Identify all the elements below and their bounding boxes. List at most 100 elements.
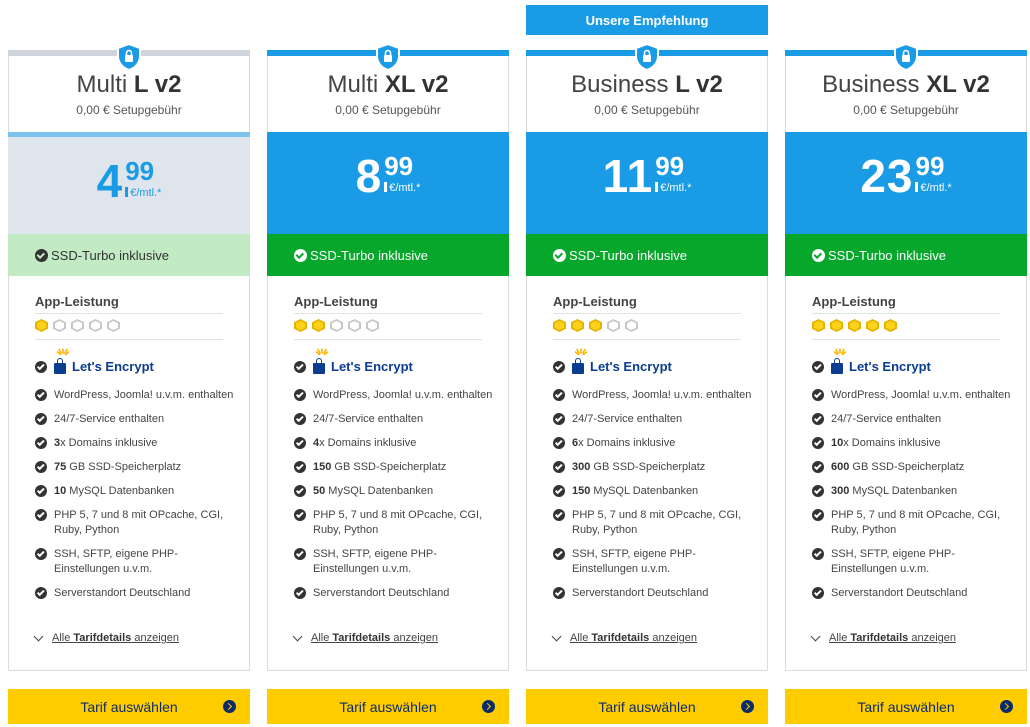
feature-text: 24/7-Service enthalten: [831, 413, 942, 425]
feature-domains: 6x Domains inklusive: [553, 436, 757, 451]
rating-hex-icon: [866, 319, 879, 332]
feature-text: SSH, SFTP, eigene PHP-Einstellungen u.v.…: [54, 548, 178, 575]
shield-lock-icon: [894, 43, 918, 71]
details-link-text: Alle Tarifdetails anzeigen: [570, 632, 697, 644]
feature-text: PHP 5, 7 und 8 mit OPcache, CGI, Ruby, P…: [572, 509, 742, 536]
plan-card-2: Business L v2 0,00 € Setupgebühr 11 99 €…: [526, 43, 768, 671]
check-circle-icon: [553, 361, 565, 373]
plan-card-3: Business XL v2 0,00 € Setupgebühr 23 99 …: [785, 43, 1027, 671]
show-plan-details-link[interactable]: Alle Tarifdetails anzeigen: [33, 631, 179, 644]
feature-text: Serverstandort Deutschland: [313, 587, 450, 599]
check-circle-icon: [294, 509, 306, 521]
show-plan-details-link[interactable]: Alle Tarifdetails anzeigen: [551, 631, 697, 644]
select-plan-button-3[interactable]: Tarif auswählen: [785, 689, 1027, 724]
check-circle-icon: [812, 413, 824, 425]
app-performance-rating: [35, 319, 120, 332]
check-circle-icon: [812, 485, 824, 497]
feature-list: Let's Encrypt WordPress, Joomla! u.v.m. …: [35, 348, 239, 601]
app-performance-label: App-Leistung: [553, 294, 637, 309]
ssd-turbo-banner: SSD-Turbo inklusive: [526, 234, 768, 276]
select-plan-button-1[interactable]: Tarif auswählen: [267, 689, 509, 724]
check-circle-icon: [553, 587, 565, 599]
rating-hex-icon: [35, 319, 48, 332]
check-circle-icon: [812, 248, 825, 262]
feature-wordpress: WordPress, Joomla! u.v.m. enthalten: [35, 388, 239, 403]
rating-hex-icon: [348, 319, 361, 332]
feature-php: PHP 5, 7 und 8 mit OPcache, CGI, Ruby, P…: [553, 508, 757, 538]
select-button-label: Tarif auswählen: [857, 698, 955, 715]
check-circle-icon: [35, 509, 47, 521]
feature-domains: 3x Domains inklusive: [35, 436, 239, 451]
chevron-down-icon: [292, 631, 303, 642]
feature-service: 24/7-Service enthalten: [553, 412, 757, 427]
setup-fee: 0,00 € Setupgebühr: [76, 103, 182, 117]
check-circle-icon: [294, 437, 306, 449]
check-circle-icon: [35, 413, 47, 425]
plan-name: Multi: [327, 71, 379, 98]
details-link-text: Alle Tarifdetails anzeigen: [52, 632, 179, 644]
lets-encrypt-logo: Let's Encrypt: [572, 348, 672, 376]
plan-size: XL v2: [926, 71, 990, 98]
feature-service: 24/7-Service enthalten: [294, 412, 498, 427]
check-circle-icon: [294, 485, 306, 497]
shield-lock-icon: [635, 43, 659, 71]
check-circle-icon: [812, 587, 824, 599]
ssd-label: SSD-Turbo inklusive: [828, 247, 947, 263]
check-circle-icon: [294, 548, 306, 560]
feature-text: 24/7-Service enthalten: [572, 413, 683, 425]
feature-databases: 150 MySQL Datenbanken: [553, 484, 757, 499]
feature-location: Serverstandort Deutschland: [294, 586, 498, 601]
check-circle-icon: [553, 389, 565, 401]
plan-name: Business: [571, 71, 669, 98]
check-circle-icon: [294, 587, 306, 599]
setup-fee: 0,00 € Setupgebühr: [853, 103, 959, 117]
database-count: 150: [572, 485, 591, 497]
price-cent: 99: [915, 151, 945, 181]
storage-amount: 300: [572, 461, 591, 473]
feature-text: 24/7-Service enthalten: [54, 413, 165, 425]
select-button-label: Tarif auswählen: [598, 698, 696, 715]
price-euro: 4: [96, 155, 124, 207]
divider: [553, 339, 741, 340]
feature-text: x Domains inklusive: [60, 437, 158, 449]
select-plan-button-0[interactable]: Tarif auswählen: [8, 689, 250, 724]
select-plan-button-2[interactable]: Tarif auswählen: [526, 689, 768, 724]
details-link-text: Alle Tarifdetails anzeigen: [829, 632, 956, 644]
feature-text: WordPress, Joomla! u.v.m. enthalten: [831, 389, 1011, 401]
feature-text: GB SSD-Speicherplatz: [849, 461, 965, 473]
feature-storage: 600 GB SSD-Speicherplatz: [812, 460, 1016, 475]
show-plan-details-link[interactable]: Alle Tarifdetails anzeigen: [810, 631, 956, 644]
price-unit: €/mtl.*: [655, 182, 691, 194]
feature-text: SSH, SFTP, eigene PHP-Einstellungen u.v.…: [831, 548, 955, 575]
plan-title: Business L v2: [527, 71, 767, 99]
rating-hex-icon: [848, 319, 861, 332]
price-box: 23 99 €/mtl.*: [785, 132, 1027, 234]
lock-icon: [313, 358, 325, 374]
lets-encrypt-label: Let's Encrypt: [590, 359, 672, 374]
feature-text: Serverstandort Deutschland: [831, 587, 968, 599]
shield-lock-icon: [117, 43, 141, 71]
feature-location: Serverstandort Deutschland: [553, 586, 757, 601]
lets-encrypt-logo: Let's Encrypt: [313, 348, 413, 376]
feature-lets-encrypt: Let's Encrypt: [812, 348, 1016, 380]
rating-hex-icon: [812, 319, 825, 332]
price-euro: 23: [860, 150, 914, 202]
feature-text: 24/7-Service enthalten: [313, 413, 424, 425]
feature-ssh: SSH, SFTP, eigene PHP-Einstellungen u.v.…: [553, 547, 757, 577]
price: 11 99 €/mtl.*: [526, 152, 768, 200]
database-count: 10: [54, 485, 67, 497]
price-euro: 11: [602, 150, 654, 202]
sun-icon: [574, 348, 588, 356]
feature-location: Serverstandort Deutschland: [812, 586, 1016, 601]
check-circle-icon: [553, 437, 565, 449]
feature-text: GB SSD-Speicherplatz: [331, 461, 447, 473]
feature-lets-encrypt: Let's Encrypt: [35, 348, 239, 380]
lets-encrypt-label: Let's Encrypt: [72, 359, 154, 374]
feature-service: 24/7-Service enthalten: [35, 412, 239, 427]
price-unit: €/mtl.*: [915, 182, 951, 194]
show-plan-details-link[interactable]: Alle Tarifdetails anzeigen: [292, 631, 438, 644]
rating-hex-icon: [571, 319, 584, 332]
lock-icon: [572, 358, 584, 374]
feature-wordpress: WordPress, Joomla! u.v.m. enthalten: [294, 388, 498, 403]
sun-icon: [315, 348, 329, 356]
